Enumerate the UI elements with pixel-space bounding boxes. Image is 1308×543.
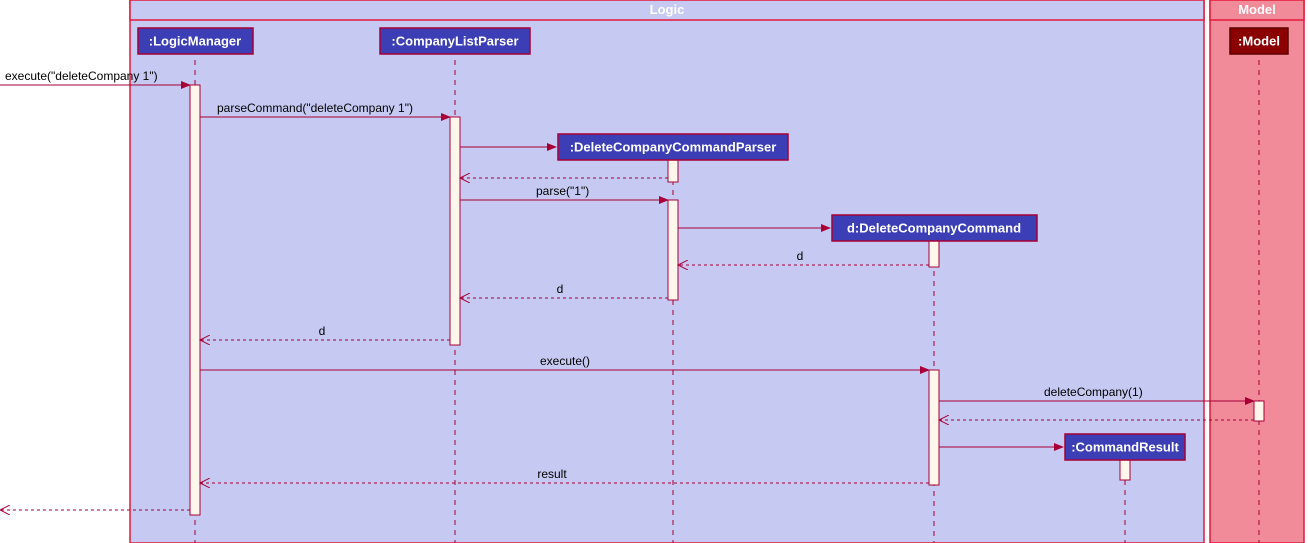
participant-model-label: :Model: [1238, 33, 1280, 48]
activation-cmd-1: [929, 241, 939, 267]
model-group: [1210, 0, 1304, 543]
activation-cmd-2: [929, 370, 939, 485]
msg-parse-1-label: parse("1"): [536, 184, 589, 198]
msg-return-d1-label: d: [797, 249, 804, 263]
msg-return-d2-label: d: [557, 282, 564, 296]
participant-companylistparser-label: :CompanyListParser: [391, 33, 518, 48]
activation-result: [1120, 460, 1130, 480]
activation-companylistparser: [450, 117, 460, 345]
msg-return-result-label: result: [537, 467, 567, 481]
msg-execute-cmd-label: execute(): [540, 354, 590, 368]
participant-deletecompanycommandparser-label: :DeleteCompanyCommandParser: [570, 139, 777, 154]
activation-parser-1: [668, 160, 678, 182]
msg-execute-in-label: execute("deleteCompany 1"): [5, 69, 158, 83]
logic-group-title: Logic: [650, 2, 685, 17]
activation-logicmanager: [190, 85, 200, 515]
participant-commandresult-label: :CommandResult: [1071, 439, 1179, 454]
msg-parsecommand-label: parseCommand("deleteCompany 1"): [217, 101, 413, 115]
logic-group: [130, 0, 1204, 543]
participant-logicmanager-label: :LogicManager: [149, 33, 241, 48]
msg-deletecompany-label: deleteCompany(1): [1044, 385, 1143, 399]
participant-deletecompanycommand-label: d:DeleteCompanyCommand: [847, 220, 1021, 235]
activation-parser-2: [668, 200, 678, 300]
model-group-title: Model: [1238, 2, 1276, 17]
activation-model: [1254, 401, 1264, 421]
msg-return-d3-label: d: [319, 324, 326, 338]
